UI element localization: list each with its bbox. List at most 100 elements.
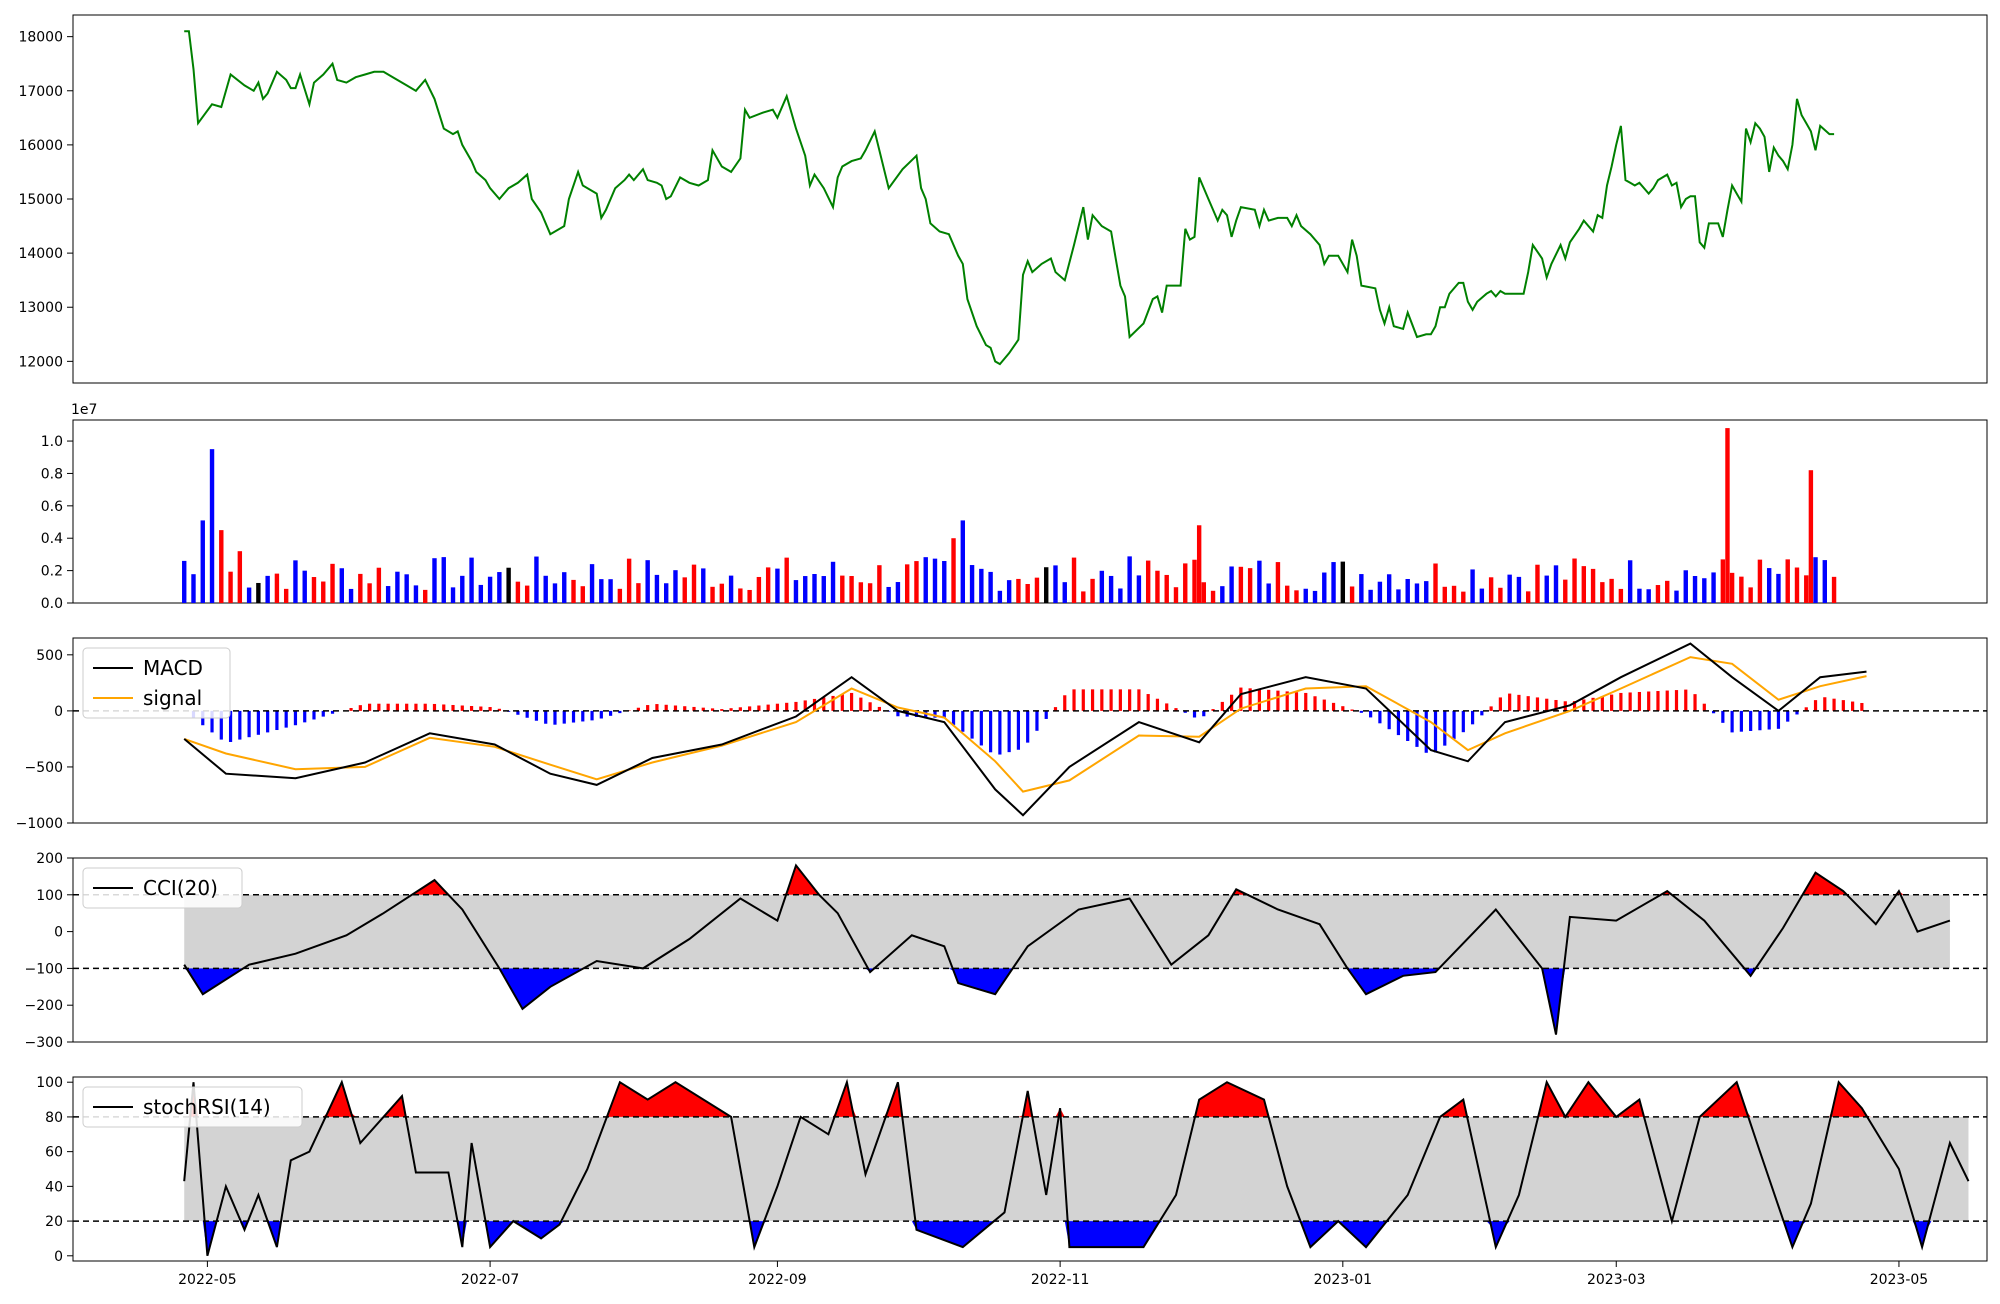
macd-histogram-bar <box>1656 691 1659 711</box>
macd-histogram-bar <box>1258 689 1261 711</box>
macd-histogram-bar <box>405 704 408 711</box>
volume-bar <box>1211 591 1215 603</box>
macd-histogram-bar <box>961 711 964 732</box>
volume-bar <box>1619 589 1623 603</box>
volume-bar <box>460 576 464 603</box>
neutral-band <box>184 1117 1968 1221</box>
volume-bar <box>1183 563 1187 603</box>
macd-histogram-bar <box>1017 711 1020 750</box>
volume-bar <box>673 570 677 603</box>
macd-histogram-bar <box>609 711 612 716</box>
overbought-fill <box>184 865 1950 894</box>
volume-bar <box>831 562 835 603</box>
macd-histogram-bar <box>655 704 658 711</box>
volume-bar <box>1452 586 1456 603</box>
volume-bar <box>1702 578 1706 603</box>
volume-bar <box>998 591 1002 603</box>
volume-bar <box>961 520 965 603</box>
volume-bar <box>1025 584 1029 603</box>
volume-bar <box>608 579 612 603</box>
volume-bar <box>942 561 946 603</box>
macd-histogram-bar <box>1758 711 1761 730</box>
macd-histogram-bar <box>1156 699 1159 711</box>
macd-histogram-bar <box>312 711 315 720</box>
volume-bar <box>182 561 186 603</box>
macd-histogram-bar <box>1647 692 1650 711</box>
volume-bar <box>525 586 529 603</box>
macd-histogram-bar <box>1378 711 1381 723</box>
volume-bar <box>1044 567 1048 603</box>
volume-bar <box>1470 569 1474 603</box>
macd-histogram-bar <box>433 704 436 711</box>
volume-bar <box>738 588 742 603</box>
macd-histogram-bar <box>1276 691 1279 711</box>
volume-bar <box>701 568 705 603</box>
macd-histogram-bar <box>767 705 770 711</box>
volume-bar <box>284 589 288 603</box>
volume-bar <box>599 579 603 603</box>
volume-bar <box>265 576 269 603</box>
y-tick-label: 100 <box>36 1075 63 1091</box>
volume-bar <box>1739 577 1743 603</box>
macd-histogram-bar <box>1666 691 1669 711</box>
volume-bar <box>988 572 992 603</box>
volume-bar <box>1582 566 1586 603</box>
macd-histogram-bar <box>1202 711 1205 716</box>
volume-bar <box>1545 576 1549 603</box>
price-line <box>184 31 1834 364</box>
macd-histogram-bar <box>1693 694 1696 711</box>
macd-histogram-bar <box>1462 711 1465 732</box>
volume-bar <box>794 580 798 603</box>
volume-bar <box>1155 571 1159 603</box>
macd-histogram-bar <box>1851 702 1854 711</box>
macd-histogram-bar <box>1147 694 1150 711</box>
macd-histogram-bar <box>1601 696 1604 711</box>
volume-bar <box>1368 590 1372 603</box>
volume-bar <box>1220 586 1224 603</box>
y-tick-label: 0.6 <box>41 499 63 515</box>
volume-bar <box>321 582 325 603</box>
macd-histogram-bar <box>1675 690 1678 711</box>
volume-bar <box>1656 585 1660 603</box>
volume-bar <box>1776 574 1780 603</box>
macd-histogram-bar <box>1703 704 1706 711</box>
macd-histogram-bar <box>739 707 742 711</box>
volume-bar <box>247 588 251 603</box>
volume-bar <box>414 585 418 603</box>
macd-histogram-bar <box>1323 700 1326 711</box>
volume-bar <box>219 530 223 603</box>
overbought-fill <box>184 1082 1968 1117</box>
macd-histogram-bar <box>1082 689 1085 711</box>
volume-bar <box>1202 582 1206 603</box>
volume-bar <box>1197 525 1201 603</box>
macd-histogram-bar <box>785 703 788 711</box>
volume-bar <box>1406 579 1410 603</box>
volume-bar <box>1711 572 1715 603</box>
volume-bar <box>914 561 918 603</box>
macd-histogram-bar <box>322 711 325 717</box>
volume-bar <box>293 560 297 603</box>
macd-histogram-bar <box>387 704 390 711</box>
macd-histogram-bar <box>980 711 983 746</box>
macd-histogram-bar <box>535 711 538 721</box>
macd-histogram-bar <box>720 709 723 711</box>
y-tick-label: 15000 <box>18 192 63 208</box>
macd-histogram-bar <box>581 711 584 722</box>
y-tick-label: 18000 <box>18 30 63 46</box>
volume-bar <box>979 569 983 603</box>
volume-bar <box>1229 566 1233 603</box>
volume-bar <box>1489 577 1493 603</box>
macd-histogram-bar <box>1443 711 1446 746</box>
volume-bar <box>1331 562 1335 603</box>
volume-bar <box>1387 574 1391 603</box>
macd-histogram-bar <box>952 711 955 725</box>
macd-histogram-bar <box>1313 696 1316 711</box>
volume-bar <box>423 590 427 603</box>
y-tick-label: 0.8 <box>41 466 63 482</box>
macd-histogram-bar <box>674 705 677 710</box>
volume-bar <box>1007 580 1011 603</box>
volume-bar <box>1748 587 1752 603</box>
